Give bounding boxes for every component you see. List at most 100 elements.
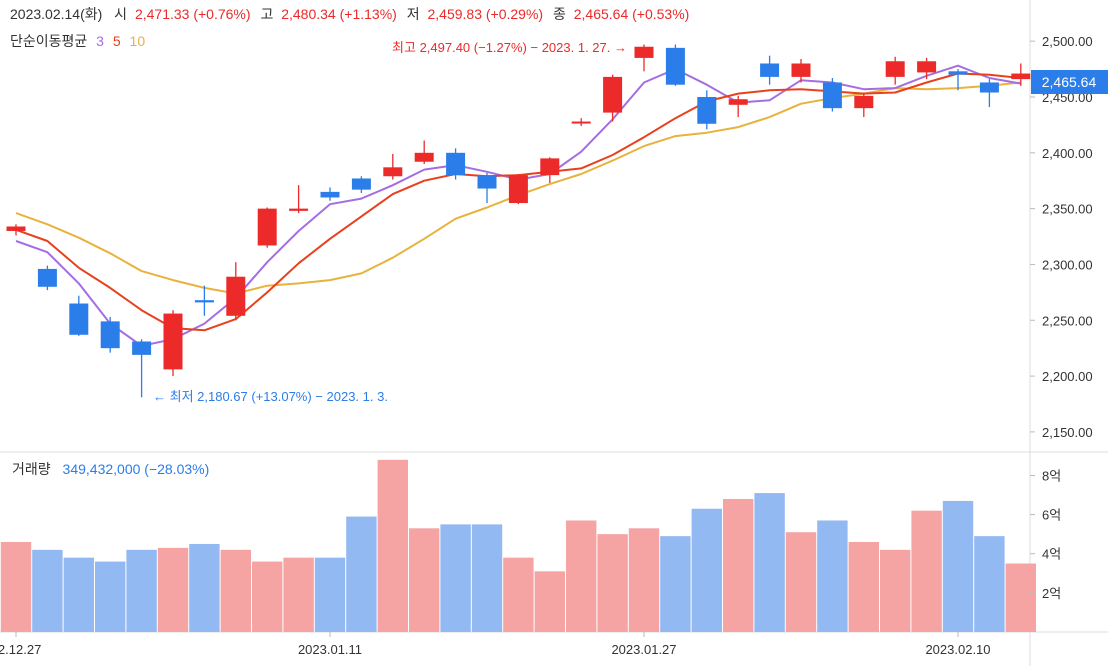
axes: 2,500.002,450.002,400.002,350.002,300.00…: [0, 34, 1093, 657]
candle-body: [697, 96, 717, 124]
x-tick-label: 2023.01.27: [611, 642, 676, 657]
volume-bar: [32, 549, 63, 632]
candle-body: [948, 71, 968, 75]
candle-body: [571, 121, 591, 124]
volume-bar: [440, 524, 471, 632]
price-tick-label: 2,200.00: [1042, 369, 1093, 384]
candle-body: [132, 341, 152, 355]
volume-bar: [126, 549, 157, 632]
volume-bar: [848, 542, 879, 632]
volume-bar: [628, 528, 660, 632]
price-tick-label: 2,400.00: [1042, 146, 1093, 161]
header-close-value: 2,465.64 (+0.53%): [574, 6, 690, 22]
candle-body: [854, 95, 874, 109]
candle-body: [289, 208, 309, 211]
volume-bar: [346, 516, 377, 632]
volume-tick-label: 2억: [1042, 586, 1061, 601]
ma-legend-3: 3: [96, 33, 104, 49]
candle-body: [100, 321, 120, 349]
volume-bar: [880, 549, 911, 632]
x-tick-label: 2023.02.10: [925, 642, 990, 657]
candle-body: [446, 152, 466, 176]
header-high-label: 고: [260, 6, 273, 22]
header-close-label: 종: [553, 6, 566, 22]
candle-body: [728, 99, 748, 105]
current-price-tag-text: 2,465.64: [1042, 74, 1097, 90]
volume-bar: [597, 534, 628, 632]
volume-tick-label: 8억: [1042, 468, 1061, 483]
price-tick-label: 2,350.00: [1042, 202, 1093, 217]
candle-body: [760, 63, 780, 77]
volume-bar: [157, 547, 189, 632]
x-tick-label: 2023.01.11: [298, 642, 362, 657]
volume-bar: [409, 528, 440, 632]
volume-bars: [0, 459, 1036, 632]
candle-body: [163, 313, 183, 370]
candle-body: [226, 276, 246, 316]
header-open-label: 시: [114, 6, 127, 22]
volume-bar: [566, 520, 597, 632]
price-tick-label: 2,250.00: [1042, 313, 1093, 328]
candle-body: [979, 82, 999, 93]
header-open-value: 2,471.33 (+0.76%): [135, 6, 251, 22]
volume-bar: [377, 459, 408, 632]
candle-body: [540, 158, 560, 176]
volume-bar: [1005, 563, 1036, 632]
candle-body: [791, 63, 811, 77]
ma-legend-10: 10: [130, 33, 146, 49]
candle-body: [508, 175, 528, 204]
volume-legend-label: 거래량: [12, 461, 51, 477]
candle-body: [1011, 73, 1031, 80]
volume-bar: [754, 493, 785, 632]
current-price-tag: 2,465.64: [1031, 70, 1108, 94]
header-high-value: 2,480.34 (+1.13%): [281, 6, 397, 22]
volume-bar: [95, 561, 126, 632]
volume-bar: [63, 557, 94, 632]
volume-tick-label: 6억: [1042, 508, 1061, 523]
volume-bar: [691, 508, 722, 632]
volume-bar: [974, 536, 1005, 632]
volume-bar: [785, 532, 817, 632]
volume-bar: [189, 543, 220, 632]
candle-body: [665, 47, 685, 85]
volume-bar: [942, 500, 974, 632]
candle-body: [6, 226, 26, 231]
candle-body: [69, 303, 89, 335]
candle-body: [194, 300, 214, 303]
candle-body: [917, 61, 937, 73]
header-low-label: 저: [407, 6, 420, 22]
volume-bar: [503, 557, 534, 632]
candle-body: [351, 178, 371, 190]
price-tick-label: 2,500.00: [1042, 34, 1093, 49]
ma-legend-5: 5: [113, 33, 121, 49]
candle-body: [414, 152, 434, 162]
ma-legend-label: 단순이동평균: [10, 33, 87, 49]
candle-body: [885, 61, 905, 77]
candle-body: [603, 76, 623, 113]
volume-bar: [534, 571, 565, 632]
candle-body: [37, 268, 57, 287]
candle-body: [320, 191, 340, 198]
volume-legend-value: 349,432,000 (−28.03%): [63, 461, 210, 477]
volume-bar: [817, 520, 848, 632]
volume-bar: [911, 510, 942, 632]
ma-legend: 단순이동평균 3 5 10: [10, 33, 145, 49]
header-low-value: 2,459.83 (+0.29%): [427, 6, 543, 22]
volume-bar: [660, 536, 691, 632]
candle-body: [822, 82, 842, 109]
price-tick-label: 2,300.00: [1042, 257, 1093, 272]
x-tick-label: 22.12.27: [0, 642, 41, 657]
current-price-tag-bg: [1031, 70, 1108, 94]
candle-body: [383, 167, 403, 177]
volume-bar: [471, 524, 503, 632]
candles: [6, 44, 1031, 398]
volume-bar: [283, 557, 314, 632]
volume-legend: 거래량 349,432,000 (−28.03%): [12, 461, 209, 477]
volume-bar: [220, 549, 251, 632]
volume-bar: [0, 542, 32, 632]
volume-bar: [314, 557, 346, 632]
min-annotation: ← 최저 2,180.67 (+13.07%) − 2023. 1. 3.: [153, 389, 388, 404]
header-date: 2023.02.14(화): [10, 6, 102, 22]
